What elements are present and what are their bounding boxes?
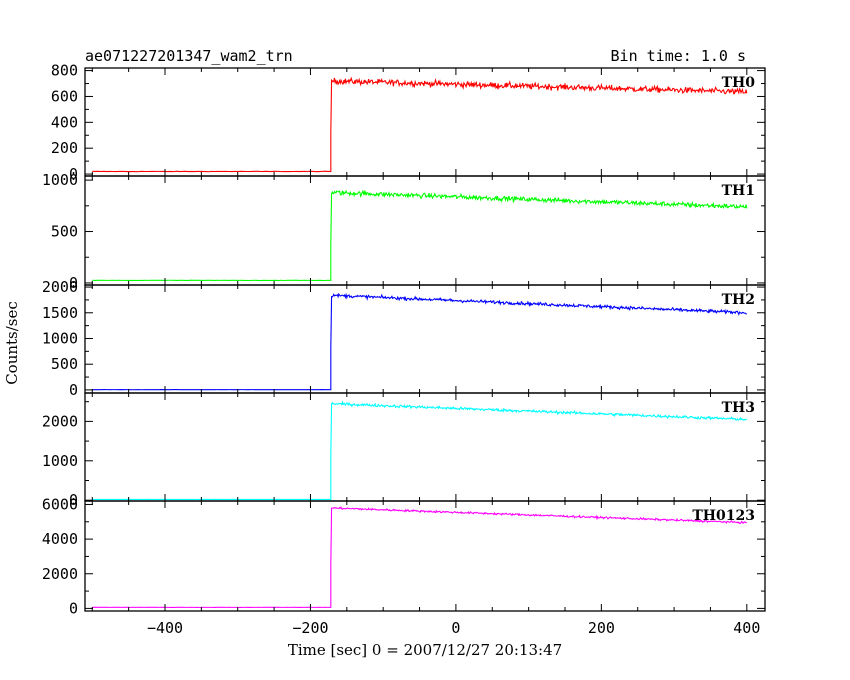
x-tick-label: 200 (588, 619, 615, 637)
y-tick-label-th0: 400 (51, 113, 78, 131)
panel-frame-th0123 (84, 500, 766, 612)
series-line-th1 (92, 189, 748, 282)
x-tick-label: 400 (733, 619, 760, 637)
panel-label-th3: TH3 (722, 400, 755, 416)
y-tick-label-th0123: 0 (69, 599, 78, 617)
series-line-th2 (92, 292, 748, 391)
y-tick-label-th0123: 4000 (42, 530, 78, 548)
series-line-th3 (92, 400, 748, 501)
y-tick-label-th2: 1000 (42, 329, 78, 347)
panel-frame-th1 (84, 175, 766, 286)
panel-label-th0: TH0 (722, 75, 756, 91)
panel-frame-th2 (84, 284, 766, 394)
y-tick-label-th1: 500 (51, 223, 78, 241)
panel-label-th2: TH2 (722, 292, 755, 308)
y-tick-label-th3: 0 (69, 491, 78, 509)
y-tick-label-th0123: 2000 (42, 565, 78, 583)
x-tick-label: −400 (147, 619, 183, 637)
y-tick-label-th0: 600 (51, 87, 78, 105)
y-tick-label-th1: 1000 (42, 171, 78, 189)
y-tick-label-th1: 0 (69, 274, 78, 292)
panel-label-th0123: TH0123 (692, 508, 755, 524)
y-tick-label-th2: 1500 (42, 304, 78, 322)
y-tick-label-th0: 0 (69, 165, 78, 183)
y-tick-label-th2: 500 (51, 355, 78, 373)
panels-group: 0 200 400 600 800 TH0 0 500 1000 TH1 0 500 1000 1500 2… (42, 62, 766, 637)
y-tick-label-th2: 0 (69, 381, 78, 399)
y-tick-label-th3: 2000 (42, 412, 78, 430)
series-line-th0 (92, 76, 748, 173)
y-axis-label: Counts/sec (3, 301, 21, 385)
x-axis-label: Time [sec] 0 = 2007/12/27 20:13:47 (288, 641, 562, 659)
y-tick-label-th3: 1000 (42, 452, 78, 470)
chart-title: ae071227201347_wam2_trn (85, 47, 293, 65)
panel-frame-th0 (84, 67, 766, 177)
y-tick-label-th0: 200 (51, 139, 78, 157)
y-tick-label-th0: 800 (51, 62, 78, 80)
series-line-th0123 (92, 506, 747, 608)
y-tick-label-th0123: 6000 (42, 495, 78, 513)
panel-frame-th3 (84, 392, 766, 502)
bin-time-label: Bin time: 1.0 s (611, 47, 746, 65)
y-tick-label-th2: 2000 (42, 278, 78, 296)
x-tick-label: 0 (451, 619, 460, 637)
x-tick-label: −200 (292, 619, 328, 637)
panel-label-th1: TH1 (722, 183, 755, 199)
